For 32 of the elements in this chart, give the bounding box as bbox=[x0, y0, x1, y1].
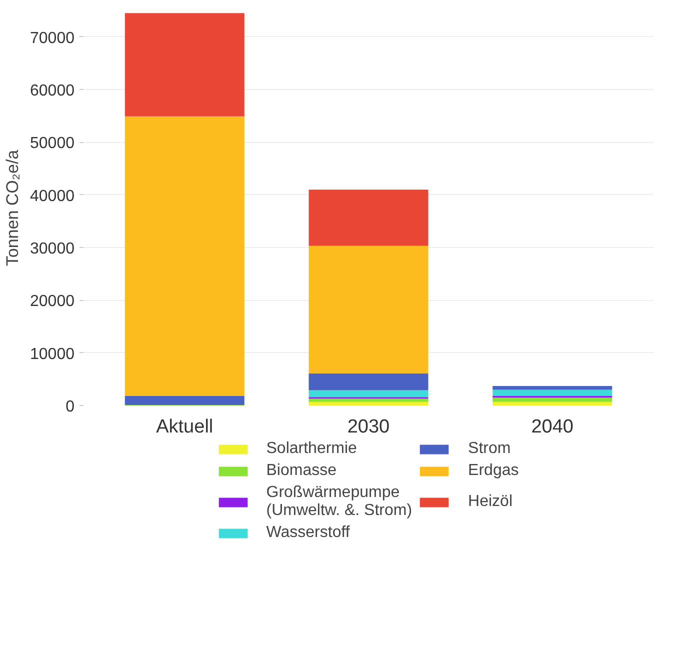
y-tick-label: 60000 bbox=[30, 82, 75, 100]
y-tick-label: 50000 bbox=[30, 135, 75, 152]
bar bbox=[492, 390, 612, 396]
y-axis-title: Tonnen CO₂e/a bbox=[3, 149, 22, 266]
bar bbox=[124, 116, 244, 396]
y-tick-label: 0 bbox=[66, 398, 75, 416]
bar bbox=[308, 190, 428, 246]
bar bbox=[308, 246, 428, 374]
bar bbox=[492, 398, 612, 402]
bar bbox=[308, 373, 428, 390]
legend-label: Strom bbox=[468, 440, 511, 458]
bar bbox=[308, 390, 428, 398]
bar bbox=[308, 402, 428, 406]
legend-label: Solarthermie bbox=[266, 440, 357, 458]
legend-label: Heizöl bbox=[468, 493, 513, 511]
y-tick-label: 40000 bbox=[30, 188, 75, 205]
y-tick-label: 20000 bbox=[30, 293, 75, 310]
bar bbox=[124, 396, 244, 405]
y-tick-label: 10000 bbox=[30, 346, 75, 363]
legend-label: Großwärmepumpe (Umweltw. &. Strom) bbox=[266, 484, 412, 520]
bar bbox=[308, 398, 428, 402]
x-tick-label: 2030 bbox=[347, 416, 390, 438]
y-tick-label: 30000 bbox=[30, 240, 75, 258]
bar bbox=[124, 13, 244, 116]
y-tick-label: 70000 bbox=[30, 30, 75, 47]
x-tick-label: Aktuell bbox=[156, 416, 214, 438]
legend-label: Wasserstoff bbox=[266, 524, 350, 542]
x-tick-label: 2040 bbox=[531, 416, 574, 438]
legend-label: Erdgas bbox=[468, 462, 519, 480]
bar bbox=[492, 402, 612, 406]
legend-label: Biomasse bbox=[266, 462, 336, 480]
bar bbox=[492, 386, 612, 390]
